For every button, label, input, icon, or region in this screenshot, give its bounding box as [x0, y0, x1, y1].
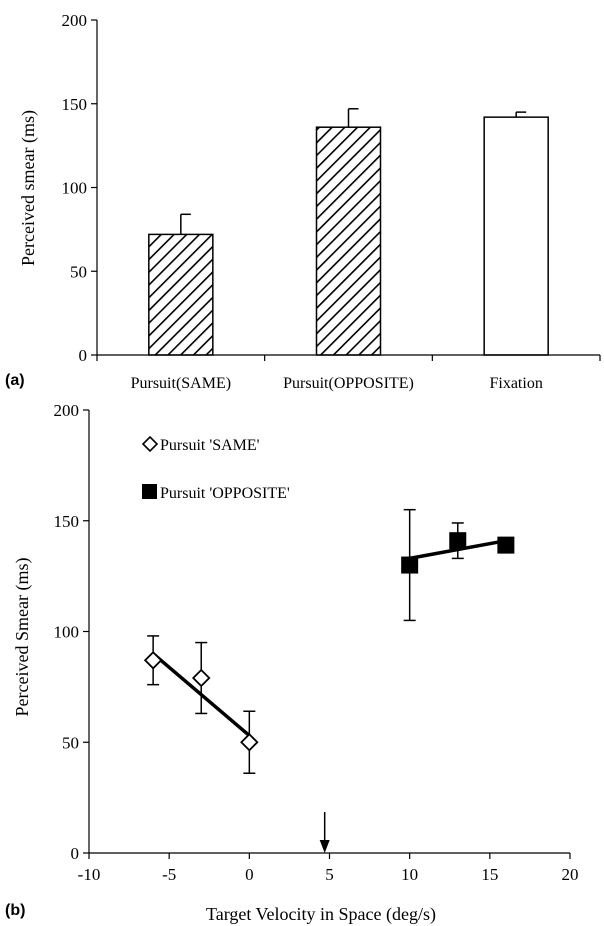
- x-tick-label: 0: [245, 865, 254, 884]
- panel-a: Perceived smear (ms) (a) 0 50 100 150 200 Pu…: [5, 11, 601, 392]
- bar: [148, 233, 214, 356]
- category-label: Fixation: [489, 375, 542, 392]
- category-label: Pursuit(SAME): [131, 375, 231, 392]
- data-point-diamond: [191, 668, 211, 688]
- x-tick-label: -10: [78, 865, 101, 884]
- bar: [483, 116, 549, 356]
- y-tick-label: 50: [62, 733, 79, 752]
- panel-b-error-bars: [147, 508, 512, 775]
- x-tick-label: 5: [325, 865, 334, 884]
- panel-b-points: [143, 532, 515, 752]
- y-tick-label: 150: [62, 95, 88, 114]
- arrow-head: [319, 840, 330, 853]
- x-tick-label: 15: [481, 865, 498, 884]
- panel-a-category-labels: Pursuit(SAME) Pursuit(OPPOSITE) Fixation: [96, 355, 601, 392]
- panel-b-fit-lines: [151, 538, 507, 737]
- panel-b-velocity-arrow: [319, 812, 330, 853]
- data-point-diamond: [143, 651, 163, 670]
- y-tick-label: 100: [62, 179, 88, 198]
- data-point-square: [449, 532, 467, 550]
- panel-b-x-axis-label: Target Velocity in Space (deg/s): [206, 904, 436, 925]
- y-tick-label: 0: [79, 346, 88, 365]
- panel-b-y-axis-label: Perceived Smear (ms): [12, 558, 33, 717]
- legend-marker-pursuit-opposite: [142, 484, 157, 499]
- panel-b-legend: Pursuit 'SAME' Pursuit 'OPPOSITE': [141, 435, 290, 502]
- panel-a-y-axis-label: Perceived smear (ms): [18, 110, 39, 266]
- y-tick-label: 50: [70, 262, 87, 281]
- y-tick-label: 0: [71, 844, 80, 863]
- data-point-diamond: [240, 732, 259, 752]
- data-point-square: [401, 556, 419, 574]
- panel-b-label: (b): [5, 902, 25, 919]
- panel-a-label: (a): [5, 372, 25, 389]
- y-tick-label: 200: [54, 401, 80, 420]
- x-tick-label: -5: [162, 865, 176, 884]
- panel-b: Perceived Smear (ms) (b) Target Velocity…: [5, 401, 579, 925]
- x-tick-label: 20: [562, 865, 579, 884]
- legend-label-pursuit-same: Pursuit 'SAME': [160, 437, 260, 454]
- y-tick-label: 150: [54, 512, 80, 531]
- panel-a-y-ticks: 0 50 100 150 200: [62, 11, 97, 365]
- legend-label-pursuit-opposite: Pursuit 'OPPOSITE': [160, 485, 290, 502]
- bar: [315, 126, 382, 356]
- panel-a-error-bars: [180, 108, 527, 235]
- y-tick-label: 200: [62, 11, 88, 30]
- panel-a-bars: [148, 116, 549, 356]
- y-tick-label: 100: [54, 623, 80, 642]
- data-point-square: [497, 536, 515, 554]
- category-label: Pursuit(OPPOSITE): [283, 375, 414, 392]
- panel-b-ticks: 0 50 100 150 200 -10 -5 0 5 10 15 20: [54, 401, 579, 884]
- x-tick-label: 10: [401, 865, 418, 884]
- legend-marker-pursuit-same: [141, 435, 159, 453]
